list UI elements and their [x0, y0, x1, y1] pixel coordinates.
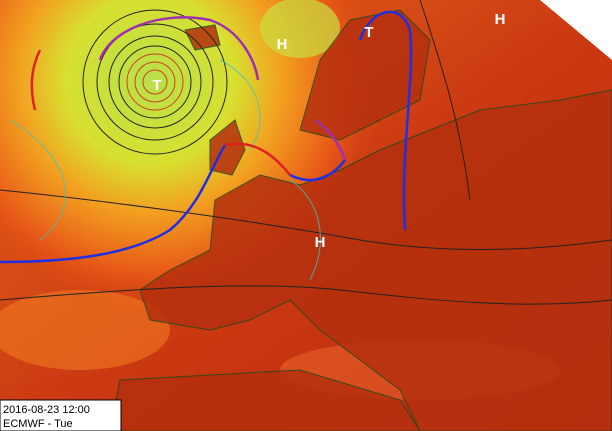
timestamp: 2016-08-23 12:00	[3, 404, 90, 416]
cool-patch	[260, 0, 340, 58]
isobars	[0, 0, 612, 305]
warm-sea	[0, 290, 170, 370]
low-label: T	[364, 24, 373, 41]
contours	[9, 59, 321, 281]
fronts	[0, 10, 413, 264]
high-label: H	[495, 11, 506, 28]
low-label: T	[152, 77, 161, 94]
land	[109, 9, 612, 431]
high-label: H	[277, 36, 288, 53]
info-box	[0, 399, 122, 431]
high-label: H	[315, 234, 326, 251]
outside-area	[540, 0, 612, 60]
model-label: ECMWF - Tue	[3, 418, 73, 430]
